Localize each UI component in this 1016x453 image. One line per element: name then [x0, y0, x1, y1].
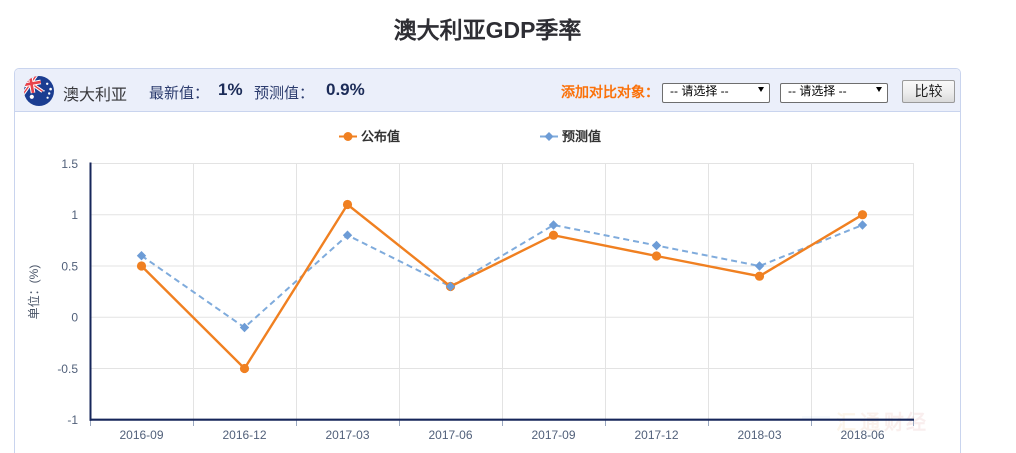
- svg-text:经: 经: [906, 410, 926, 434]
- svg-text:1.5: 1.5: [61, 157, 78, 171]
- svg-text:0: 0: [71, 311, 78, 325]
- svg-text:财: 财: [884, 410, 904, 434]
- svg-text:2018-06: 2018-06: [840, 428, 884, 442]
- svg-text:2017-06: 2017-06: [428, 428, 472, 442]
- svg-text:1: 1: [71, 208, 78, 222]
- svg-text:公布值: 公布值: [361, 129, 400, 144]
- svg-text:2017-09: 2017-09: [531, 428, 575, 442]
- svg-text:-0.5: -0.5: [57, 362, 78, 376]
- svg-text:通: 通: [860, 411, 880, 434]
- svg-text:2017-12: 2017-12: [634, 428, 678, 442]
- svg-text:汇: 汇: [836, 411, 856, 434]
- svg-text:2017-03: 2017-03: [325, 428, 369, 442]
- svg-text:0.5: 0.5: [61, 260, 78, 274]
- svg-text:2016-09: 2016-09: [119, 428, 163, 442]
- svg-text:预测值: 预测值: [562, 129, 601, 144]
- svg-text:-1: -1: [67, 413, 78, 427]
- svg-text:2016-12: 2016-12: [222, 428, 266, 442]
- svg-text:单位：(%): 单位：(%): [26, 265, 41, 320]
- svg-text:2018-03: 2018-03: [737, 428, 781, 442]
